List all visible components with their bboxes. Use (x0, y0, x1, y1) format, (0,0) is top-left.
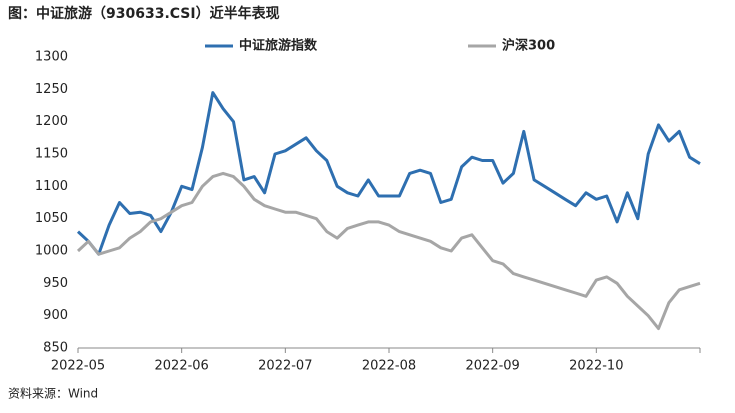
series-line (76, 171, 701, 331)
legend-label: 沪深300 (502, 38, 555, 54)
y-tick-label: 1050 (35, 211, 68, 226)
x-tick-label: 2022-10 (569, 359, 623, 374)
y-tick-label: 1250 (35, 82, 68, 97)
x-tick-label: 2022-07 (258, 359, 312, 374)
y-tick-label: 1300 (35, 50, 68, 65)
y-tick-label: 1100 (35, 179, 68, 194)
source-note: 资料来源：Wind (8, 387, 98, 401)
y-tick-label: 900 (43, 308, 68, 323)
x-tick-label: 2022-05 (51, 359, 105, 374)
x-tick-label: 2022-09 (466, 359, 520, 374)
chart-title: 图：中证旅游（930633.CSI）近半年表现 (8, 5, 280, 22)
y-tick-label: 1000 (35, 244, 68, 259)
y-tick-label: 1150 (35, 147, 68, 162)
x-tick-label: 2022-06 (155, 359, 209, 374)
y-tick-label: 1200 (35, 114, 68, 129)
x-tick-label: 2022-08 (362, 359, 416, 374)
y-tick-label: 950 (43, 276, 68, 291)
y-tick-label: 850 (43, 341, 68, 356)
legend-label: 中证旅游指数 (239, 38, 318, 54)
series-line (76, 91, 701, 256)
